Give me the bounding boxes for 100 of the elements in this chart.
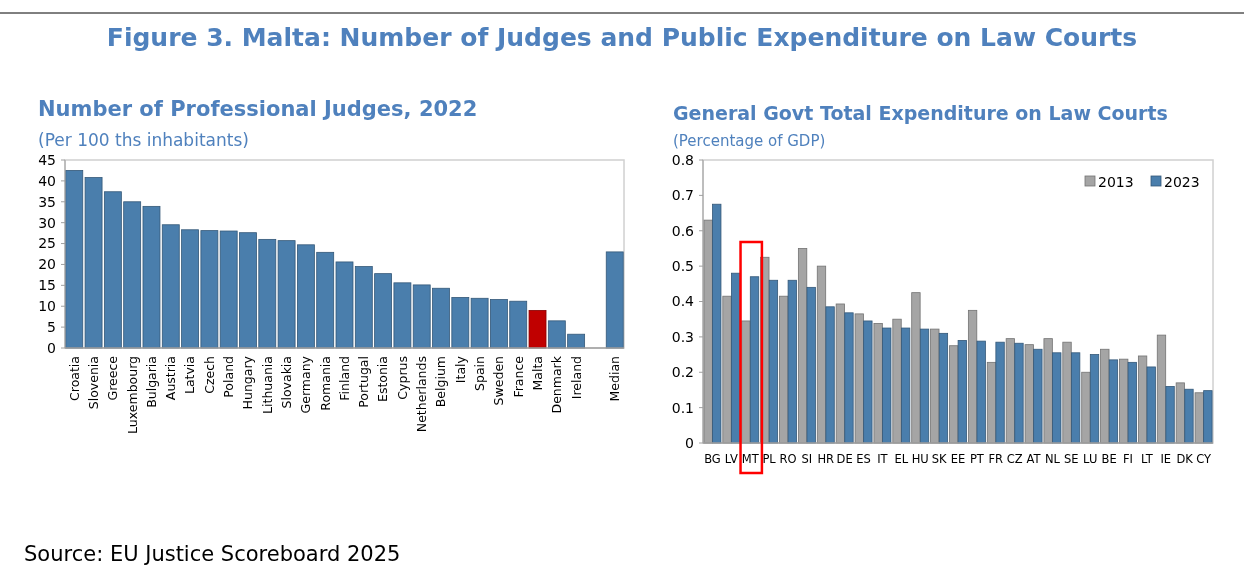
x-tick-label: IT xyxy=(877,452,889,466)
bar xyxy=(976,340,986,444)
bar xyxy=(605,251,624,349)
x-tick-label: Finland xyxy=(336,356,352,401)
x-tick-label: FI xyxy=(1122,452,1134,466)
x-tick-label: Latvia xyxy=(182,356,198,395)
y-tick-label: 0.8 xyxy=(671,151,694,168)
bar xyxy=(844,312,854,444)
bar xyxy=(1108,359,1119,444)
x-tick-label: Sweden xyxy=(491,356,507,406)
source-note: Source: EU Justice Scoreboard 2025 xyxy=(24,542,401,566)
y-tick-label: 45 xyxy=(38,151,56,168)
bar xyxy=(749,276,760,444)
x-tick-label: CZ xyxy=(1006,452,1023,466)
bar xyxy=(1127,361,1137,444)
x-tick-label: IE xyxy=(1160,452,1172,466)
x-tick-label: Bulgaria xyxy=(143,356,159,408)
chart-title: Number of Professional Judges, 2022 xyxy=(38,97,478,121)
bar xyxy=(825,306,835,444)
bar xyxy=(1033,348,1043,444)
x-tick-label: Romania xyxy=(317,356,333,411)
x-tick-label: NL xyxy=(1044,452,1061,466)
x-tick-label: Italy xyxy=(452,355,468,384)
x-tick-label: BG xyxy=(704,452,721,466)
bar xyxy=(712,203,722,444)
x-tick-label: Lithuania xyxy=(259,356,275,414)
x-tick-label: Cyprus xyxy=(394,356,410,400)
bar xyxy=(1052,352,1062,444)
y-tick-label: 35 xyxy=(38,193,56,210)
x-tick-label: Hungary xyxy=(240,355,256,410)
x-tick-label: Germany xyxy=(298,355,314,414)
bar xyxy=(1165,386,1175,444)
bar xyxy=(1146,366,1156,444)
x-tick-label: Belgium xyxy=(433,356,449,408)
x-tick-label: EE xyxy=(950,452,966,466)
x-tick-label: EL xyxy=(894,452,909,466)
x-tick-label: RO xyxy=(779,452,797,466)
x-tick-label: Estonia xyxy=(375,356,391,403)
bar xyxy=(957,340,967,444)
x-tick-label: CY xyxy=(1196,452,1212,466)
x-tick-label: AT xyxy=(1026,452,1042,466)
x-tick-label: FR xyxy=(988,452,1004,466)
y-tick-label: 0 xyxy=(685,434,694,451)
y-tick-label: 0.2 xyxy=(671,364,694,381)
text: Figure 3. Malta: Number of Judges and Public Expenditure on Law Courts xyxy=(106,23,1138,52)
bar xyxy=(863,320,873,444)
x-tick-label: Poland xyxy=(221,356,237,398)
x-tick-label: LT xyxy=(1140,452,1154,466)
bar xyxy=(768,279,779,444)
legend-label: 2023 xyxy=(1164,173,1200,190)
x-tick-label: Luxembourg xyxy=(124,356,140,434)
x-tick-label: Croatia xyxy=(66,356,82,401)
x-tick-label: Spain xyxy=(471,356,487,391)
x-tick-label: Slovakia xyxy=(278,356,294,409)
x-tick-label: Median xyxy=(607,356,623,402)
bar xyxy=(1014,342,1024,444)
bar xyxy=(528,310,547,349)
y-tick-label: 40 xyxy=(38,172,56,189)
x-tick-label: Ireland xyxy=(568,356,584,400)
x-tick-label: DK xyxy=(1176,452,1194,466)
x-tick-label: Austria xyxy=(163,356,179,401)
bar xyxy=(1089,354,1100,444)
x-tick-label: Slovenia xyxy=(85,356,101,410)
chart-subtitle: (Per 100 ths inhabitants) xyxy=(38,130,249,150)
y-tick-label: 0.3 xyxy=(671,328,694,345)
x-tick-label: Greece xyxy=(105,355,121,401)
x-tick-label: Portugal xyxy=(356,356,372,408)
x-tick-label: Denmark xyxy=(549,355,565,414)
x-tick-label: France xyxy=(510,355,526,398)
x-tick-label: PL xyxy=(762,452,777,466)
bar xyxy=(882,327,892,444)
bar xyxy=(806,286,816,444)
x-tick-label: SE xyxy=(1064,452,1079,466)
y-tick-label: 0.1 xyxy=(671,399,694,416)
x-tick-label: LV xyxy=(724,452,738,466)
bar xyxy=(787,279,797,444)
y-tick-label: 10 xyxy=(38,298,56,315)
chart-subtitle: (Percentage of GDP) xyxy=(673,132,826,150)
bar xyxy=(919,328,930,444)
x-tick-label: BE xyxy=(1101,452,1117,466)
bar xyxy=(938,332,949,444)
x-tick-label: HR xyxy=(817,452,835,466)
y-tick-label: 20 xyxy=(38,256,56,273)
bar xyxy=(1203,390,1213,444)
bar xyxy=(1071,352,1081,444)
legend-label: 2013 xyxy=(1098,173,1134,190)
y-tick-label: 5 xyxy=(47,319,56,336)
bar xyxy=(995,341,1005,444)
x-tick-label: PT xyxy=(969,452,985,466)
y-tick-label: 0.6 xyxy=(671,222,695,239)
bar xyxy=(901,327,911,444)
x-tick-label: ES xyxy=(856,452,871,466)
y-tick-label: 0.4 xyxy=(671,293,695,310)
y-tick-label: 15 xyxy=(38,277,56,294)
x-tick-label: Malta xyxy=(529,356,545,391)
y-tick-label: 0 xyxy=(47,339,56,356)
y-tick-label: 0.7 xyxy=(671,187,694,204)
y-tick-label: 0.5 xyxy=(671,258,694,275)
x-tick-label: Czech xyxy=(201,356,217,394)
y-tick-label: 30 xyxy=(38,214,56,231)
